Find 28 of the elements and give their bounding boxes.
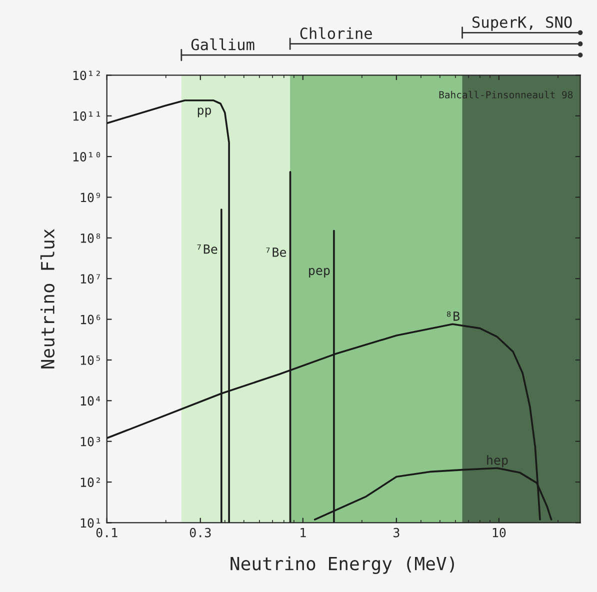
x-tick-label: 0.3 (190, 528, 211, 538)
y-tick-label: 10⁶ (80, 314, 100, 324)
y-tick-label: 10⁹ (80, 192, 100, 202)
x-tick-label: 1 (300, 528, 306, 538)
y-tick-label: 10⁸ (80, 233, 100, 243)
x-tick-label: 10 (492, 528, 506, 538)
y-tick-label: 10⁴ (80, 396, 100, 406)
band-label: Chlorine (300, 27, 372, 40)
band-label: SuperK, SNO (472, 16, 572, 31)
y-tick-label: 10² (80, 478, 100, 488)
y-tick-label: 10⁷ (80, 274, 100, 284)
y-tick-label: 10¹ (80, 518, 100, 528)
x-tick-label: 0.1 (96, 528, 118, 538)
series-label: pep (309, 268, 330, 278)
band-label: Gallium (191, 38, 254, 50)
y-tick-label: 10¹⁰ (73, 152, 100, 162)
y-axis-title: Neutrino Flux (40, 228, 55, 368)
x-axis-title: Neutrino Energy (MeV) (230, 556, 454, 574)
y-tick-label: 10³ (80, 436, 100, 446)
series-label: pp (198, 108, 212, 118)
y-tick-label: 10⁵ (80, 355, 100, 365)
y-tick-label: 10¹¹ (73, 111, 100, 121)
y-tick-label: 10¹² (73, 70, 100, 80)
series-label: ⁸B (446, 311, 460, 321)
x-tick-label: 3 (394, 528, 400, 538)
series-label: ⁷Be (197, 244, 218, 254)
series-label: ⁷Be (266, 248, 286, 257)
series-label: hep (487, 455, 508, 468)
